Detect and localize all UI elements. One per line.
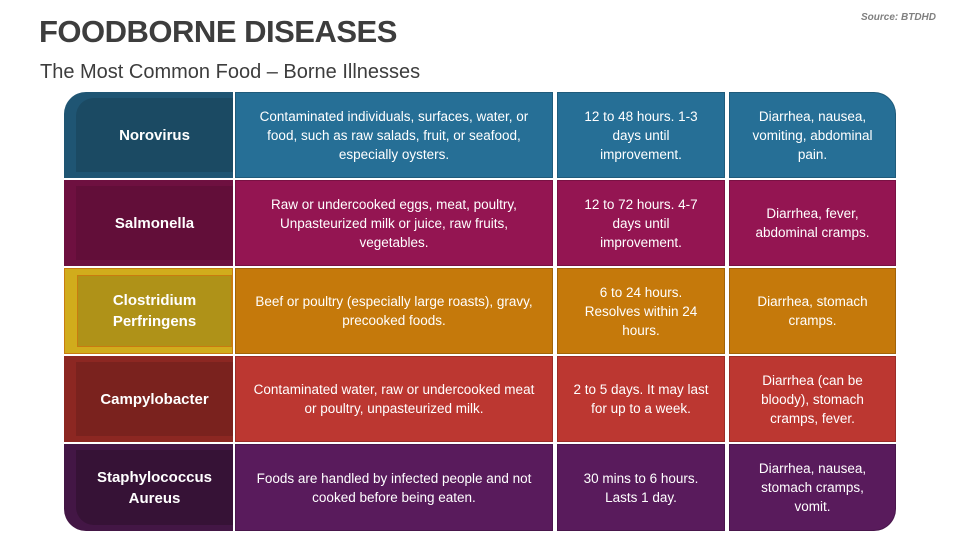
symptoms-cell: Diarrhea, nausea, stomach cramps, vomit.	[729, 444, 896, 531]
disease-name: Norovirus	[76, 98, 233, 172]
disease-name-cell: Campylobacter	[64, 356, 233, 442]
page-title: FOODBORNE DISEASES	[39, 14, 397, 49]
disease-name: Staphylococcus Aureus	[76, 450, 233, 525]
duration-cell: 6 to 24 hours. Resolves within 24 hours.	[557, 268, 725, 354]
sources-cell: Raw or undercooked eggs, meat, poultry, …	[235, 180, 553, 266]
symptoms-cell: Diarrhea, stomach cramps.	[729, 268, 896, 354]
sources-cell: Contaminated water, raw or undercooked m…	[235, 356, 553, 442]
sources-cell: Foods are handled by infected people and…	[235, 444, 553, 531]
duration-cell: 12 to 72 hours. 4-7 days until improveme…	[557, 180, 725, 266]
disease-name-cell: Norovirus	[64, 92, 233, 178]
symptoms-cell: Diarrhea, fever, abdominal cramps.	[729, 180, 896, 266]
duration-cell: 30 mins to 6 hours. Lasts 1 day.	[557, 444, 725, 531]
table-row-salmonella: Salmonella Raw or undercooked eggs, meat…	[64, 180, 896, 266]
disease-name-cell: Clostridium Perfringens	[64, 268, 233, 354]
duration-cell: 2 to 5 days. It may last for up to a wee…	[557, 356, 725, 442]
table-row-staphylococcus-aureus: Staphylococcus Aureus Foods are handled …	[64, 444, 896, 531]
disease-name: Clostridium Perfringens	[77, 275, 232, 347]
table-row-campylobacter: Campylobacter Contaminated water, raw or…	[64, 356, 896, 442]
table-row-clostridium-perfringens: Clostridium Perfringens Beef or poultry …	[64, 268, 896, 354]
table-row-norovirus: Norovirus Contaminated individuals, surf…	[64, 92, 896, 178]
sources-cell: Contaminated individuals, surfaces, wate…	[235, 92, 553, 178]
disease-name-cell: Salmonella	[64, 180, 233, 266]
disease-name: Campylobacter	[76, 362, 233, 436]
disease-name-cell: Staphylococcus Aureus	[64, 444, 233, 531]
page-subtitle: The Most Common Food – Borne Illnesses	[40, 61, 421, 83]
disease-name: Salmonella	[76, 186, 233, 260]
source-label: Source: BTDHD	[860, 12, 936, 23]
diseases-table: Norovirus Contaminated individuals, surf…	[64, 92, 896, 531]
sources-cell: Beef or poultry (especially large roasts…	[235, 268, 553, 354]
symptoms-cell: Diarrhea (can be bloody), stomach cramps…	[729, 356, 896, 442]
symptoms-cell: Diarrhea, nausea, vomiting, abdominal pa…	[729, 92, 896, 178]
duration-cell: 12 to 48 hours. 1-3 days until improveme…	[557, 92, 725, 178]
